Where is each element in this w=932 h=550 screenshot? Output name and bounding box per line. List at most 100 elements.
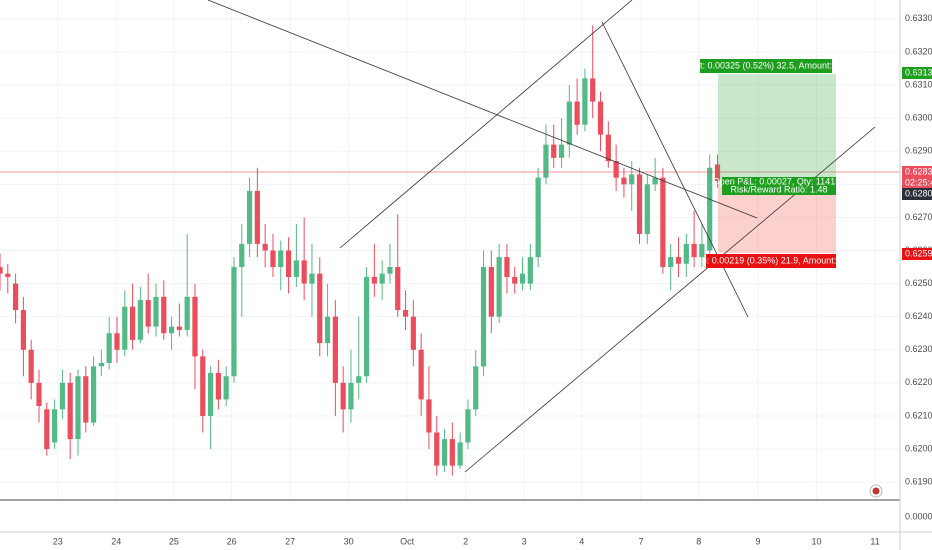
x-tick-label: 11 — [870, 536, 879, 546]
price-tag — [902, 248, 932, 260]
candle-body — [184, 296, 190, 330]
candle-body — [527, 257, 533, 284]
candle-body — [106, 333, 112, 364]
candle-body — [660, 177, 666, 268]
candle-body — [137, 300, 143, 340]
x-tick-label: 4 — [579, 536, 584, 546]
candle-body — [543, 144, 549, 178]
price-tag — [902, 166, 932, 189]
candle-body — [512, 276, 518, 284]
candle-body — [153, 296, 159, 327]
candle-body — [262, 243, 268, 251]
rr-label: Risk/Reward Ratio: 1.48 — [730, 184, 827, 194]
candle-body — [0, 267, 3, 274]
candle-body — [356, 376, 362, 383]
candle-body — [449, 439, 455, 466]
candle-body — [590, 78, 596, 102]
grid — [0, 0, 900, 500]
candle-body — [504, 257, 510, 277]
candle-body — [348, 382, 354, 410]
x-tick-label: 7 — [639, 536, 644, 546]
candle-body — [301, 260, 307, 284]
candle-body — [324, 316, 331, 344]
candle-body — [36, 382, 42, 407]
candle-body — [395, 267, 401, 311]
candle-body — [597, 101, 604, 135]
candle-body — [558, 144, 565, 158]
pnl-label: Open P&L: 0.00027, Qty: 114155 — [713, 176, 845, 186]
candle-body — [402, 310, 409, 317]
candle-body — [28, 349, 34, 383]
candles — [0, 25, 721, 476]
candle-body — [418, 349, 424, 400]
candle-body — [613, 161, 619, 178]
candle-body — [644, 184, 650, 234]
trend-line — [339, 0, 633, 249]
trend-line — [207, 0, 758, 219]
last-price: 0.62836 — [905, 166, 932, 176]
candle-body — [215, 372, 221, 400]
x-tick-label: 26 — [227, 536, 237, 546]
candle-body — [176, 326, 182, 330]
candle-body — [699, 243, 705, 258]
stop-label-box — [706, 254, 836, 268]
candle-body — [161, 296, 167, 334]
candle-body — [285, 250, 292, 277]
x-tick-label: 25 — [169, 536, 179, 546]
candle-body — [668, 257, 674, 268]
candle-body — [691, 243, 697, 258]
candle-body — [278, 250, 284, 268]
candle-body — [582, 78, 588, 125]
candle-body — [535, 177, 541, 258]
x-tick-label: 3 — [522, 536, 527, 546]
candle-body — [714, 164, 721, 182]
candle-body — [465, 409, 471, 443]
candle-body — [293, 260, 299, 277]
candle-body — [566, 101, 572, 145]
price-tag — [902, 188, 932, 200]
candle-body — [83, 376, 89, 423]
target-price: 0.63134 — [905, 67, 932, 77]
x-tick-label: 8 — [696, 536, 701, 546]
candle-body — [317, 273, 323, 344]
candle-body — [426, 399, 432, 433]
candle-body — [629, 174, 635, 185]
candle-body — [457, 442, 463, 466]
candle-body — [473, 366, 479, 410]
candle-body — [98, 363, 104, 367]
candle-body — [605, 134, 611, 162]
y-tick-label: 0.63300 — [905, 13, 932, 23]
candle-body — [223, 376, 229, 400]
candle-body — [683, 243, 689, 264]
candle-body — [67, 382, 73, 440]
candle-body — [496, 257, 502, 317]
x-tick-label: 2 — [463, 536, 468, 546]
candle-body — [200, 356, 206, 416]
candle-body — [44, 409, 50, 450]
candle-body — [675, 257, 682, 264]
candle-body — [309, 273, 315, 284]
candle-body — [59, 382, 65, 410]
x-tick-label: 30 — [344, 536, 354, 546]
pnl-label-box — [722, 177, 836, 195]
price-tag — [902, 67, 932, 79]
candle-body — [12, 283, 19, 311]
candle-body — [20, 310, 26, 350]
candle-body — [145, 300, 151, 327]
candle-body — [254, 190, 260, 244]
candle-body — [90, 366, 97, 423]
candle-body — [371, 276, 377, 284]
candle-body — [239, 243, 245, 268]
indicator-icon-dot — [872, 487, 880, 495]
pane-label: 0.00000 — [905, 511, 932, 521]
